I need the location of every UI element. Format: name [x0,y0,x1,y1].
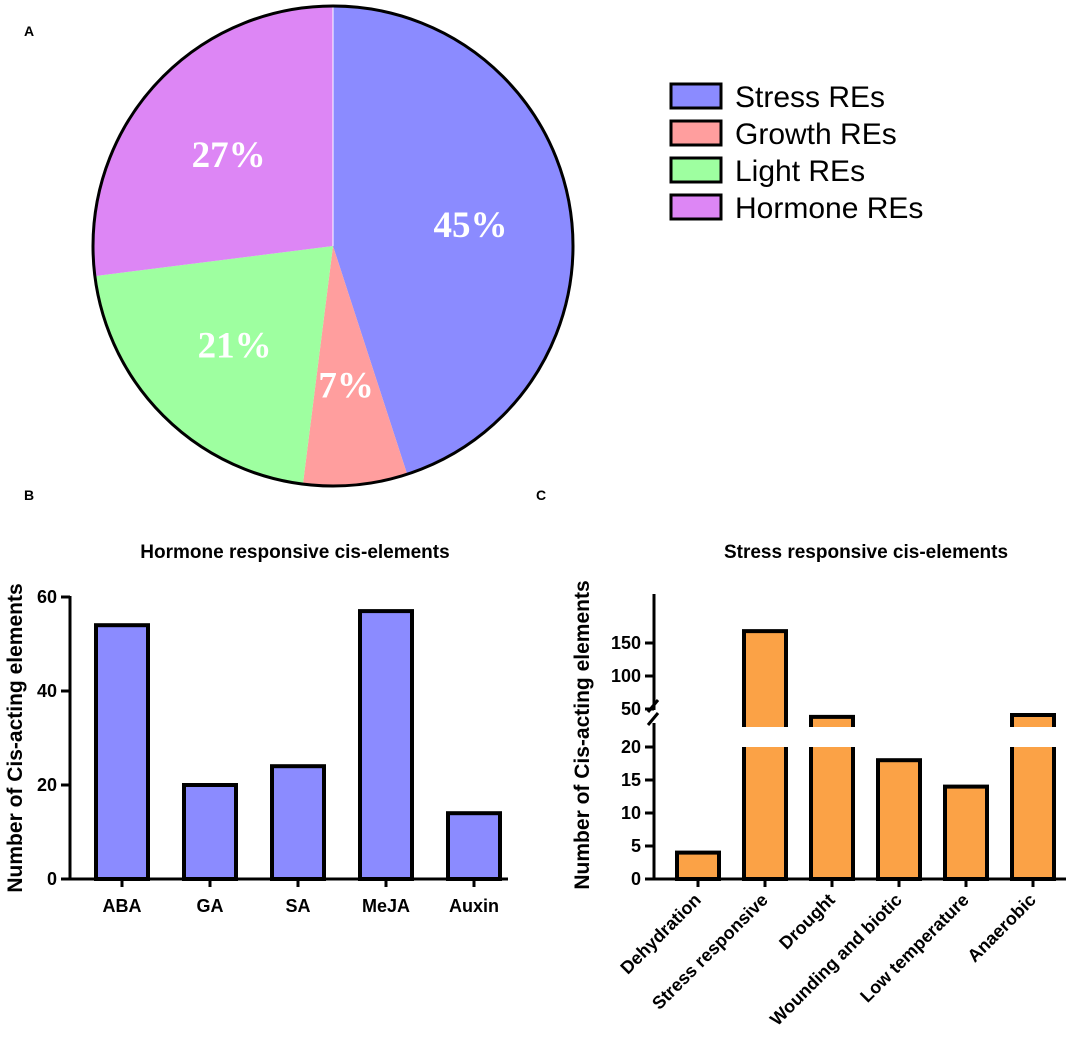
y-tick-label-150: 150 [611,633,641,653]
bar-stress-responsive-lower [744,747,786,879]
legend-swatch-hormone-res [669,193,723,221]
bar-auxin [446,811,502,882]
pie-slice-growth-res [302,246,408,486]
panel-label-b: B [24,487,34,503]
pie-slice-light-res [94,246,333,485]
y-tick-label-0: 0 [631,869,641,889]
y-tick-label-100: 100 [611,666,641,686]
x-tick-label-drought: Drought [775,890,839,954]
legend-label-stress-res: Stress REs [735,81,885,114]
bar-sa [270,764,326,882]
stress-bar-chart: Stress responsive cis-elements Number of… [571,542,1066,1029]
x-tick-label-ga: GA [197,896,224,916]
y-tick-label-0: 0 [47,869,57,889]
pie-label-hormone-res: 27% [192,135,266,176]
y-tick-label-15: 15 [621,770,641,790]
panel-label-a: A [24,23,34,39]
bar-drought-upper [811,716,853,727]
bar-low-temperature [943,784,989,881]
y-tick-label-20: 20 [37,775,57,795]
bar-drought-upper-outline [809,714,855,727]
y-tick-label-10: 10 [621,803,641,823]
chart-c-ylabel: Number of Cis-acting elements [571,580,594,889]
y-tick-label-20: 20 [621,737,641,757]
bar-drought-lower [811,747,853,879]
x-tick-label-meja: MeJA [362,896,410,916]
legend-swatch-stress-res [669,82,723,110]
chart-b-ylabel: Number of Cis-acting elements [4,583,27,892]
y-tick-label-5: 5 [631,836,641,856]
y-tick-label-50: 50 [621,699,641,719]
bar-meja [358,609,414,881]
hormone-bar-chart: Hormone responsive cis-elements Number o… [4,542,508,916]
x-tick-label-aba: ABA [103,896,142,916]
chart-c-title: Stress responsive cis-elements [724,542,1008,563]
bar-aba [94,623,150,882]
legend-label-light-res: Light REs [735,155,865,188]
bar-stress-responsive-upper-outline [742,629,788,727]
axis-break-mark-lower [646,712,660,726]
bar-wounding-and-biotic [876,758,922,882]
pie-label-growth-res: 7% [318,366,374,407]
x-tick-label-auxin: Auxin [449,896,499,916]
legend-label-growth-res: Growth REs [735,118,897,151]
bar-anaerobic-upper-outline [1010,712,1056,727]
x-tick-label-wounding-and-biotic: Wounding and biotic [766,890,906,1030]
legend-swatch-growth-res [669,119,723,147]
bar-ga [182,783,238,881]
pie-outline [91,4,575,488]
x-tick-label-anaerobic: Anaerobic [963,890,1039,966]
pie-slice-hormone-res [93,6,333,277]
bar-anaerobic-lower [1012,747,1054,879]
bar-stress-responsive-upper [744,631,786,727]
pie-chart: 45% 7% 21% 27% [91,4,575,488]
pie-label-light-res: 21% [198,325,272,366]
legend-label-hormone-res: Hormone REs [735,192,923,225]
pie-legend: Stress REs Growth REs Light REs Hormone REs [669,81,923,225]
x-tick-label-stress-responsive: Stress responsive [648,890,772,1014]
pie-label-stress-res: 45% [433,205,507,246]
y-tick-label-40: 40 [37,681,57,701]
pie-slice-stress-res [333,6,574,475]
panel-label-c: C [536,487,546,503]
x-tick-label-sa: SA [285,896,310,916]
y-tick-label-60: 60 [37,587,57,607]
bar-anaerobic-upper [1012,714,1054,727]
legend-swatch-light-res [669,156,723,184]
bar-dehydration [675,850,721,881]
chart-b-title: Hormone responsive cis-elements [140,542,449,563]
